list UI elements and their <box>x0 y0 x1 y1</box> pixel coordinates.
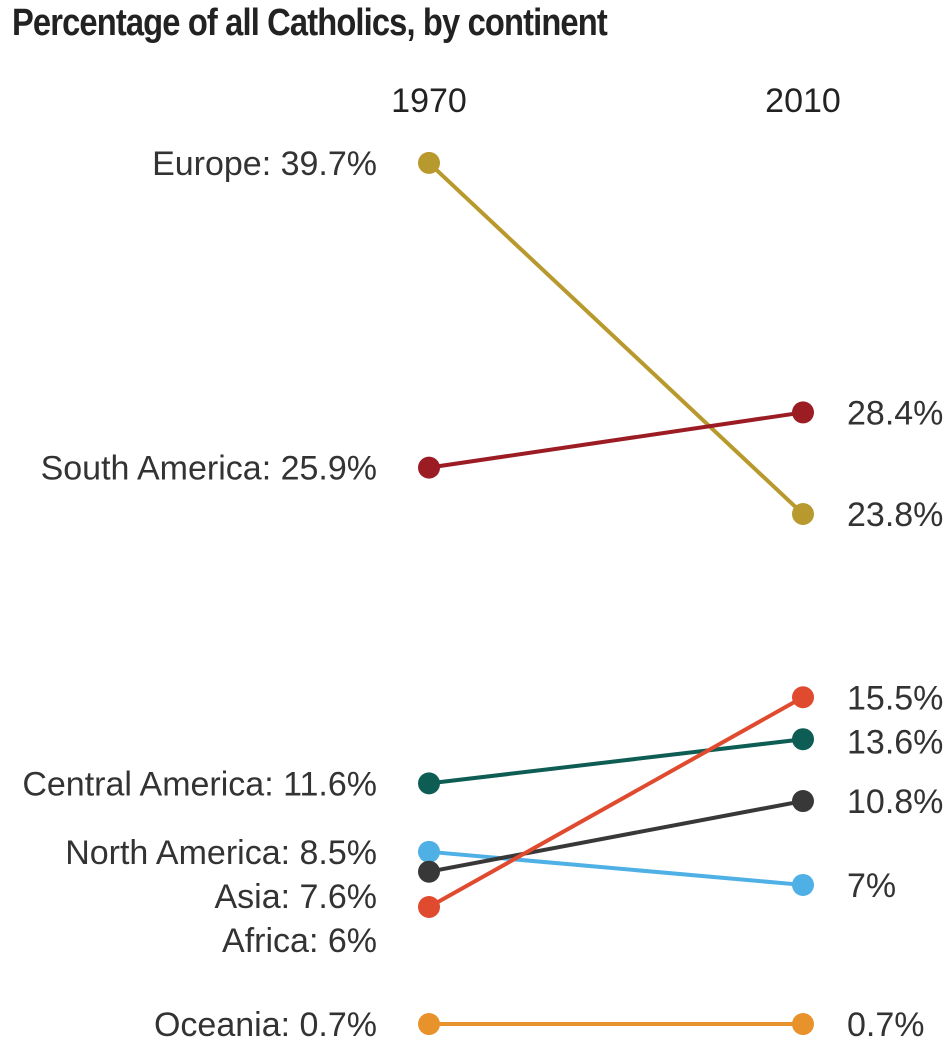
point-north-america-2010 <box>792 873 814 896</box>
point-south-america-2010 <box>792 401 814 424</box>
right-label-oceania: 0.7% <box>847 1006 925 1044</box>
series-line-south-america <box>428 410 804 470</box>
point-central-america-2010 <box>792 728 814 751</box>
point-africa-2010 <box>792 686 814 709</box>
right-label-south-america: 28.4% <box>847 394 943 432</box>
point-oceania-2010 <box>792 1013 814 1036</box>
left-label-south-america: South America: 25.9% <box>41 450 377 488</box>
point-oceania-1970 <box>418 1013 440 1036</box>
point-north-america-1970 <box>418 840 440 863</box>
point-africa-1970 <box>418 896 440 919</box>
point-asia-2010 <box>792 790 814 813</box>
left-label-africa: Africa: 6% <box>222 922 377 960</box>
point-asia-1970 <box>418 860 440 883</box>
x-tick-label-1970: 1970 <box>391 82 467 120</box>
series-lines <box>427 161 805 1027</box>
x-axis-labels: 1970 2010 <box>391 82 841 120</box>
point-europe-1970 <box>418 151 440 174</box>
left-label-north-america: North America: 8.5% <box>65 834 377 872</box>
point-south-america-1970 <box>418 456 440 479</box>
chart-title: Percentage of all Catholics, by continen… <box>12 2 608 44</box>
point-europe-2010 <box>792 502 814 525</box>
left-label-central-america: Central America: 11.6% <box>22 765 377 803</box>
right-label-central-america: 13.6% <box>847 723 943 761</box>
right-label-europe: 23.8% <box>847 496 943 534</box>
point-central-america-1970 <box>418 772 440 795</box>
left-label-asia: Asia: 7.6% <box>214 878 377 916</box>
series-line-europe <box>427 161 805 516</box>
series-line-africa <box>428 695 804 909</box>
left-labels: Europe: 39.7% South America: 25.9% Central… <box>22 145 377 1044</box>
x-tick-label-2010: 2010 <box>765 82 841 120</box>
left-label-oceania: Oceania: 0.7% <box>154 1006 377 1044</box>
series-line-north-america <box>428 849 804 887</box>
series-line-asia <box>428 799 804 874</box>
left-label-europe: Europe: 39.7% <box>152 145 377 183</box>
series-line-central-america <box>428 737 804 786</box>
series-points <box>418 151 814 1036</box>
right-label-africa: 15.5% <box>847 679 943 717</box>
right-labels: 23.8% 28.4% 13.6% 7% 10.8% 15.5% 0.7% <box>847 394 943 1044</box>
right-label-asia: 10.8% <box>847 783 943 821</box>
right-label-north-america: 7% <box>847 867 896 905</box>
